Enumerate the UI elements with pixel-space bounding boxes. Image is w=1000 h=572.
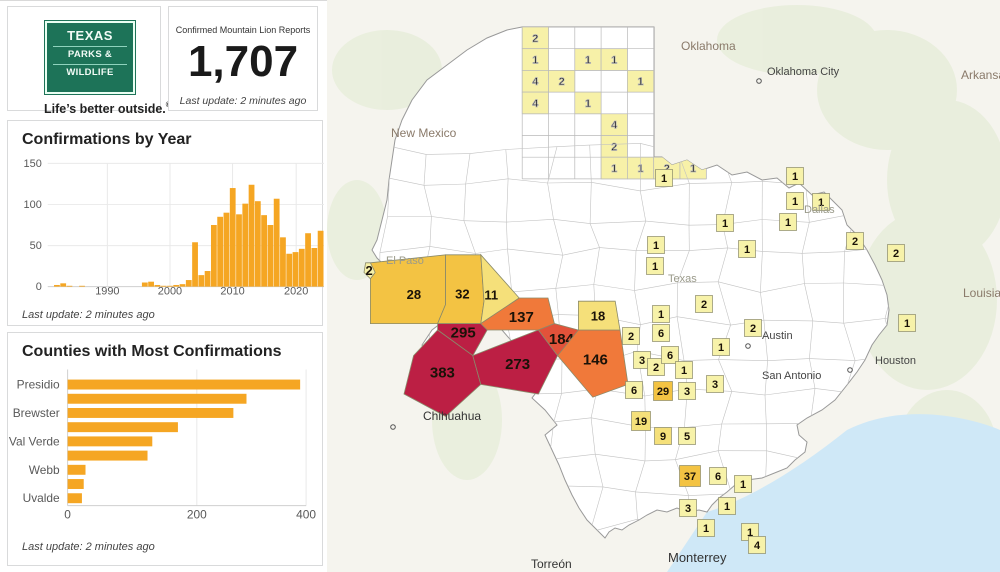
svg-text:1: 1	[652, 261, 658, 273]
svg-text:6: 6	[667, 350, 673, 362]
svg-text:Oklahoma: Oklahoma	[681, 39, 736, 53]
svg-text:3: 3	[685, 503, 691, 515]
svg-text:1: 1	[658, 309, 664, 321]
svg-text:New Mexico: New Mexico	[391, 126, 457, 140]
svg-text:1: 1	[785, 217, 791, 229]
svg-text:Presidio: Presidio	[17, 378, 60, 392]
svg-text:2: 2	[701, 299, 707, 311]
svg-text:2: 2	[532, 33, 538, 45]
svg-text:37: 37	[684, 471, 696, 483]
svg-text:6: 6	[715, 471, 721, 483]
svg-text:Brewster: Brewster	[13, 406, 60, 420]
svg-text:2: 2	[852, 236, 858, 248]
svg-text:1: 1	[904, 318, 910, 330]
svg-text:Houston: Houston	[875, 355, 916, 367]
svg-text:3: 3	[712, 379, 718, 391]
svg-text:3: 3	[639, 355, 645, 367]
svg-text:295: 295	[451, 325, 476, 342]
svg-text:2010: 2010	[220, 286, 244, 297]
svg-text:400: 400	[296, 508, 316, 522]
svg-text:0: 0	[36, 281, 42, 293]
svg-text:2: 2	[628, 331, 634, 343]
svg-text:6: 6	[658, 328, 664, 340]
svg-text:200: 200	[187, 508, 207, 522]
svg-text:2: 2	[559, 76, 565, 88]
svg-text:50: 50	[30, 240, 42, 252]
svg-text:4: 4	[532, 76, 539, 88]
svg-text:150: 150	[24, 158, 42, 170]
svg-text:9: 9	[660, 431, 666, 443]
svg-text:El Paso: El Paso	[386, 255, 424, 267]
svg-text:4: 4	[532, 98, 539, 110]
svg-text:5: 5	[684, 431, 690, 443]
svg-text:Torreón: Torreón	[531, 557, 572, 571]
svg-text:100: 100	[24, 199, 42, 211]
svg-text:1: 1	[681, 365, 687, 377]
svg-text:1: 1	[661, 173, 667, 185]
svg-text:2: 2	[653, 362, 659, 374]
svg-text:11: 11	[484, 287, 498, 302]
svg-text:3: 3	[684, 386, 690, 398]
svg-text:1: 1	[611, 163, 617, 175]
svg-text:146: 146	[583, 351, 608, 368]
svg-text:Monterrey: Monterrey	[668, 550, 727, 565]
svg-text:1: 1	[585, 98, 591, 110]
svg-text:1: 1	[611, 55, 617, 67]
svg-text:1: 1	[532, 55, 538, 67]
svg-text:Austin: Austin	[762, 330, 793, 342]
svg-text:2: 2	[365, 263, 372, 278]
svg-text:28: 28	[407, 287, 421, 302]
svg-text:1: 1	[740, 479, 746, 491]
svg-text:Chihuahua: Chihuahua	[423, 409, 481, 423]
svg-text:1: 1	[792, 196, 798, 208]
svg-text:Louisiana: Louisiana	[963, 286, 1000, 300]
svg-text:2000: 2000	[158, 286, 182, 297]
svg-text:2: 2	[893, 248, 899, 260]
svg-text:1: 1	[718, 342, 724, 354]
svg-text:Webb: Webb	[29, 463, 60, 477]
svg-text:4: 4	[754, 540, 761, 552]
svg-text:1: 1	[744, 244, 750, 256]
svg-text:Dallas: Dallas	[804, 204, 835, 216]
svg-text:273: 273	[505, 356, 530, 373]
svg-text:1990: 1990	[95, 286, 119, 297]
svg-text:Uvalde: Uvalde	[23, 491, 60, 505]
svg-text:1: 1	[724, 501, 730, 513]
svg-text:2020: 2020	[284, 286, 308, 297]
svg-text:29: 29	[657, 386, 669, 398]
svg-text:32: 32	[455, 287, 469, 302]
svg-text:4: 4	[611, 120, 618, 132]
svg-text:Arkansas: Arkansas	[961, 68, 1000, 82]
svg-text:1: 1	[637, 76, 643, 88]
svg-text:1: 1	[585, 55, 591, 67]
svg-text:19: 19	[635, 416, 647, 428]
svg-text:Oklahoma City: Oklahoma City	[767, 66, 840, 78]
svg-text:383: 383	[430, 365, 455, 382]
svg-text:1: 1	[722, 218, 728, 230]
svg-text:San Antonio: San Antonio	[762, 370, 821, 382]
svg-text:6: 6	[631, 385, 637, 397]
svg-text:137: 137	[509, 309, 534, 326]
svg-text:0: 0	[64, 508, 71, 522]
svg-text:1: 1	[792, 171, 798, 183]
svg-text:2: 2	[750, 323, 756, 335]
svg-text:18: 18	[591, 309, 605, 324]
svg-text:1: 1	[703, 523, 709, 535]
svg-text:1: 1	[653, 240, 659, 252]
svg-text:2: 2	[611, 141, 617, 153]
svg-text:Val Verde: Val Verde	[9, 434, 60, 448]
svg-text:Texas: Texas	[668, 273, 697, 285]
